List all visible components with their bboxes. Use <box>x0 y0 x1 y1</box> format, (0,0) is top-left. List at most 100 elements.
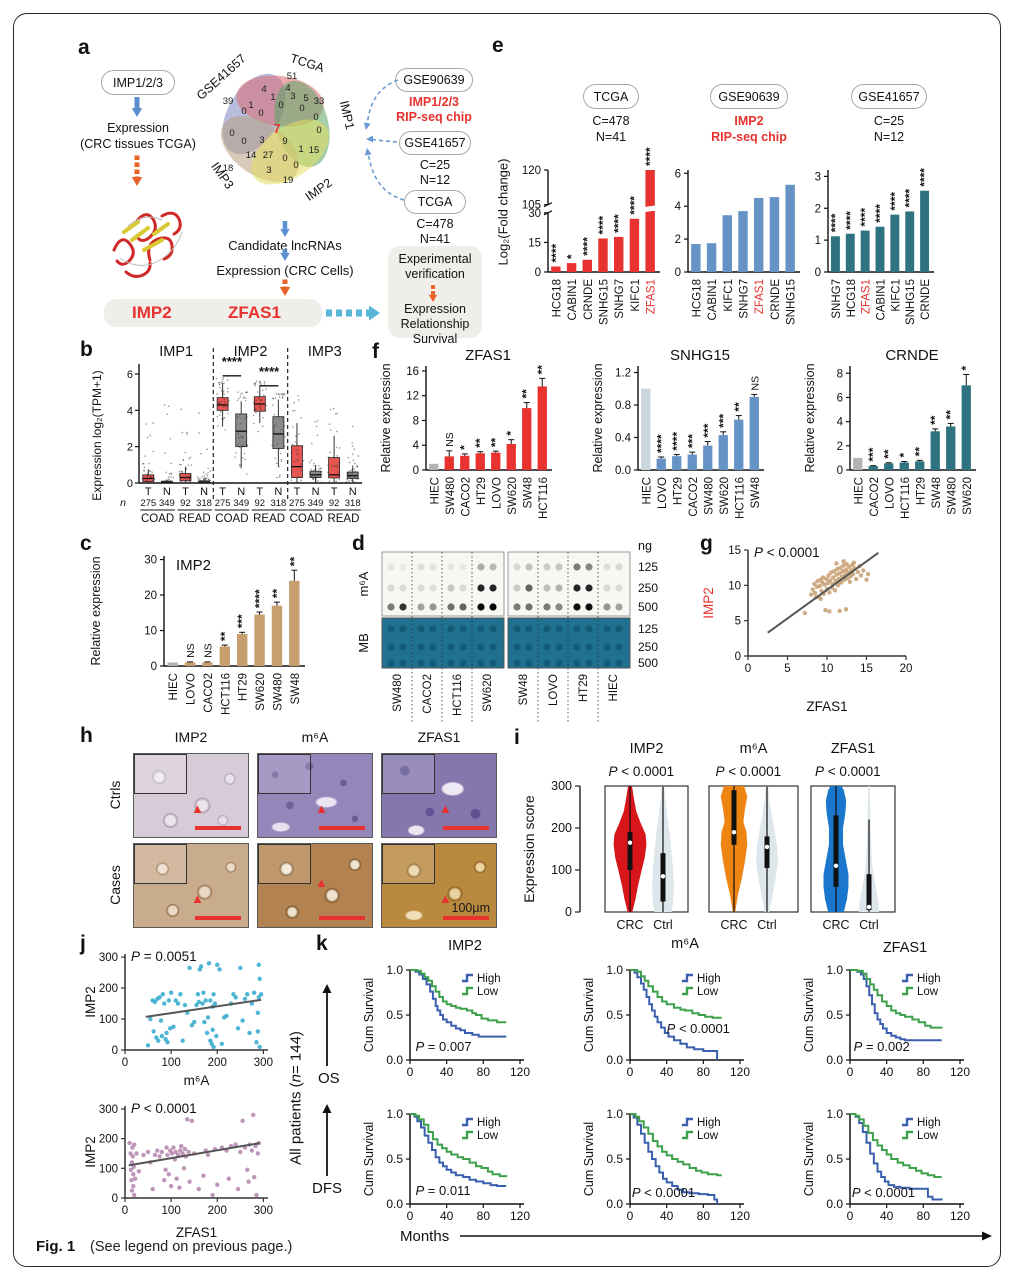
svg-text:****: **** <box>858 208 872 227</box>
panel-letter-g: g <box>700 532 713 555</box>
svg-text:120: 120 <box>522 165 541 177</box>
svg-text:0: 0 <box>127 478 133 490</box>
svg-text:SW620: SW620 <box>482 674 494 712</box>
svg-text:Cum Survival: Cum Survival <box>582 978 596 1052</box>
ihc-image-case-m6a: ▲ <box>257 843 373 928</box>
panel-letter-e: e <box>492 34 504 57</box>
expression-tissues-label: Expression (CRC tissues TCGA) <box>80 121 196 151</box>
svg-text:300: 300 <box>99 1104 118 1116</box>
svg-text:**: ** <box>913 447 927 457</box>
svg-text:100: 100 <box>162 1205 181 1217</box>
svg-text:0: 0 <box>299 103 304 114</box>
svg-text:KIFC1: KIFC1 <box>630 279 642 312</box>
svg-text:****: **** <box>918 168 932 187</box>
svg-text:IMP2: IMP2 <box>701 587 716 619</box>
svg-text:SNHG7: SNHG7 <box>831 279 843 319</box>
svg-text:0.0: 0.0 <box>386 1197 403 1211</box>
svg-text:T: T <box>256 486 263 498</box>
svg-text:16: 16 <box>406 366 419 378</box>
svg-text:3: 3 <box>266 165 271 176</box>
imp2-zfas1-scatter: 0 100 200 300 0 100 200 300 P < 0.0001 ZFAS1 IMP2 <box>83 1101 273 1240</box>
svg-text:***: *** <box>701 423 715 437</box>
svg-text:P = 0.011: P = 0.011 <box>416 1183 471 1198</box>
svg-text:0.0: 0.0 <box>615 465 631 477</box>
svg-text:IMP3: IMP3 <box>308 344 342 360</box>
arrowhead-marker: ▲ <box>439 801 452 817</box>
svg-text:COAD: COAD <box>141 513 174 525</box>
svg-text:KIFC1: KIFC1 <box>890 279 902 312</box>
svg-text:4: 4 <box>127 405 133 417</box>
svg-text:6: 6 <box>127 369 133 381</box>
svg-text:NS: NS <box>444 432 456 447</box>
svg-text:0: 0 <box>413 465 419 477</box>
svg-text:8: 8 <box>413 415 419 427</box>
svg-text:ZFAS1: ZFAS1 <box>831 741 875 757</box>
svg-text:40: 40 <box>440 1209 454 1223</box>
svg-text:3: 3 <box>259 135 264 146</box>
km-title-zfas1: ZFAS1 <box>882 940 928 956</box>
svg-text:8: 8 <box>837 368 843 380</box>
svg-text:HT29: HT29 <box>672 477 684 505</box>
svg-text:HT29: HT29 <box>238 673 250 701</box>
svg-text:HCT116: HCT116 <box>734 477 746 519</box>
svg-text:HCT116: HCT116 <box>900 477 912 519</box>
svg-text:*: * <box>565 254 579 259</box>
svg-text:0: 0 <box>316 125 321 136</box>
svg-text:Cum Survival: Cum Survival <box>802 1122 816 1196</box>
svg-text:1.0: 1.0 <box>606 963 623 977</box>
svg-text:**: ** <box>928 415 942 425</box>
svg-text:200: 200 <box>99 1134 118 1146</box>
gse41657-barchart: 0 1 2 3 **** SNHG7 **** HCG18 **** ZFAS1 **** CABIN… <box>815 168 934 325</box>
svg-text:SW480: SW480 <box>272 673 284 711</box>
svg-text:Cum Survival: Cum Survival <box>802 978 816 1052</box>
svg-text:High: High <box>917 1117 941 1129</box>
svg-text:MB: MB <box>356 633 371 653</box>
svg-text:4: 4 <box>675 201 682 213</box>
svg-text:105: 105 <box>522 200 541 212</box>
months-axis-label: Months <box>400 1228 450 1245</box>
svg-text:0: 0 <box>407 1209 414 1223</box>
svg-text:HCT116: HCT116 <box>452 674 464 716</box>
svg-text:92: 92 <box>180 498 191 509</box>
svg-text:0: 0 <box>241 136 246 147</box>
svg-text:SNHG7: SNHG7 <box>614 279 626 319</box>
svg-text:HIEC: HIEC <box>608 674 620 701</box>
svg-text:****: **** <box>843 211 857 230</box>
svg-text:ng: ng <box>638 539 652 553</box>
svg-text:200: 200 <box>208 1205 227 1217</box>
result-bar: IMP2 ZFAS1 <box>104 299 322 327</box>
ihc-col-title-m6a: m⁶A <box>301 729 329 745</box>
gse90639-ripseq-barchart: 0 2 4 6 HCG18 CABIN1 KIFC1 SNHG7 ZFAS1 CRNDE SNHG1… <box>675 168 800 325</box>
svg-text:High: High <box>697 1117 721 1129</box>
svg-text:1.0: 1.0 <box>826 1107 843 1121</box>
svg-text:5: 5 <box>303 93 308 104</box>
svg-text:HIEC: HIEC <box>168 673 180 700</box>
svg-text:100: 100 <box>99 1014 118 1026</box>
svg-text:****: **** <box>654 434 668 453</box>
svg-text:SW48: SW48 <box>522 477 534 508</box>
svg-text:10: 10 <box>144 626 157 638</box>
svg-text:0: 0 <box>535 267 541 279</box>
svg-text:0: 0 <box>847 1209 854 1223</box>
svg-text:0.5: 0.5 <box>386 1152 403 1166</box>
svg-text:2: 2 <box>815 203 821 215</box>
svg-text:200: 200 <box>551 821 572 835</box>
svg-text:IMP2: IMP2 <box>83 986 98 1018</box>
svg-text:Low: Low <box>917 986 939 998</box>
svg-text:Relative expression: Relative expression <box>89 556 103 665</box>
svg-text:15: 15 <box>309 145 320 156</box>
svg-text:****: **** <box>222 354 243 369</box>
svg-text:6: 6 <box>675 168 681 180</box>
svg-text:Low: Low <box>697 1130 719 1142</box>
svg-text:0: 0 <box>293 160 298 171</box>
svg-text:SNHG15: SNHG15 <box>905 279 917 325</box>
svg-text:0: 0 <box>675 267 681 279</box>
svg-text:Relative expression: Relative expression <box>379 363 393 472</box>
svg-text:HCT116: HCT116 <box>538 477 550 519</box>
svg-text:1.0: 1.0 <box>606 1107 623 1121</box>
m6a-dotblot: SW480 CACO2 HCT116 SW620 SW48 LOVO HT29 HIEC ng 1… <box>356 539 658 724</box>
svg-text:Ctrl: Ctrl <box>757 918 776 932</box>
svg-text:0: 0 <box>229 128 234 139</box>
svg-text:ZFAS1: ZFAS1 <box>465 347 511 364</box>
svg-text:LOVO: LOVO <box>657 477 669 509</box>
